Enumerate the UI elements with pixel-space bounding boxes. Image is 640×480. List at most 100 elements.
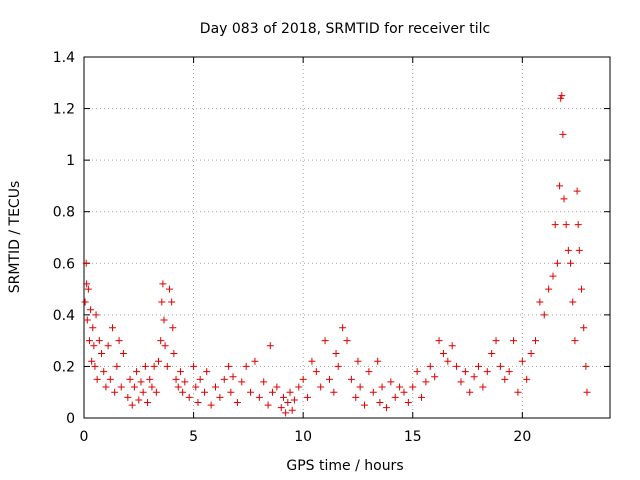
data-point <box>203 368 211 376</box>
data-point <box>527 350 535 358</box>
data-point <box>111 388 119 396</box>
data-point <box>242 362 250 370</box>
y-tick-label: 1.2 <box>53 102 75 118</box>
data-point <box>475 362 482 370</box>
data-point <box>448 342 456 350</box>
data-point <box>264 401 272 409</box>
data-point <box>139 388 147 396</box>
data-point <box>155 357 163 365</box>
data-point <box>238 378 246 386</box>
data-point <box>282 409 290 417</box>
data-point <box>466 388 474 396</box>
data-point <box>564 246 572 254</box>
data-point <box>113 362 121 370</box>
data-point <box>169 324 177 332</box>
data-point <box>273 383 281 391</box>
data-point <box>152 388 160 396</box>
data-point <box>422 378 430 386</box>
data-point <box>396 383 404 391</box>
x-tick-label: 10 <box>294 429 312 445</box>
data-point <box>553 259 561 267</box>
data-point <box>501 375 509 383</box>
data-point <box>404 399 412 407</box>
data-point <box>361 401 369 409</box>
data-point <box>583 388 591 396</box>
data-point <box>378 383 386 391</box>
data-point <box>582 362 590 370</box>
data-point <box>81 298 89 306</box>
y-tick-label: 0.6 <box>53 256 75 272</box>
data-point <box>286 388 294 396</box>
data-point <box>190 362 198 370</box>
data-point <box>88 357 96 365</box>
data-point <box>418 393 426 401</box>
data-point <box>330 388 338 396</box>
plot-area-frame <box>83 56 611 419</box>
data-point <box>220 375 228 383</box>
data-point <box>536 298 544 306</box>
data-point <box>470 373 478 381</box>
data-point <box>567 259 575 267</box>
data-point <box>574 221 582 229</box>
data-point <box>176 368 184 376</box>
data-point <box>196 375 204 383</box>
data-point <box>453 362 461 370</box>
data-point <box>575 246 583 254</box>
data-point <box>312 368 320 376</box>
data-point <box>551 221 559 229</box>
data-point <box>165 285 173 293</box>
data-point <box>279 393 287 401</box>
data-point <box>321 337 329 345</box>
data-point <box>172 375 180 383</box>
data-point <box>179 388 187 396</box>
data-point <box>444 357 452 365</box>
data-point <box>540 311 548 319</box>
data-point <box>163 362 171 370</box>
data-point <box>158 298 166 306</box>
data-point <box>409 383 417 391</box>
data-point <box>376 399 384 407</box>
data-point <box>194 399 202 407</box>
data-point <box>492 337 500 345</box>
data-point <box>369 388 377 396</box>
data-point <box>168 298 176 306</box>
data-point <box>126 375 134 383</box>
y-tick-label: 0.2 <box>53 359 75 375</box>
data-point <box>82 259 90 267</box>
axis-ticks: 0 0.2 0.4 0.6 0.8 1 1.2 1.4 0 5 10 15 20 <box>53 50 610 445</box>
data-point <box>461 368 469 376</box>
data-point <box>514 388 522 396</box>
data-point <box>391 393 399 401</box>
data-point <box>174 383 182 391</box>
data-point <box>144 399 152 407</box>
data-point <box>201 388 209 396</box>
data-point <box>160 316 168 324</box>
data-points <box>81 92 591 417</box>
data-point <box>413 368 421 376</box>
data-point <box>562 221 570 229</box>
data-point <box>161 342 169 350</box>
data-point <box>325 375 333 383</box>
y-tick-label: 1.4 <box>53 50 75 66</box>
grid-lines <box>84 57 610 418</box>
data-point <box>157 337 165 345</box>
data-point <box>277 404 285 412</box>
data-point <box>192 383 200 391</box>
data-point <box>207 401 215 409</box>
data-point <box>558 92 566 100</box>
data-point <box>141 362 149 370</box>
data-point <box>251 357 259 365</box>
y-axis-label: SRMTID / TECUs <box>7 181 23 294</box>
data-point <box>89 324 97 332</box>
data-point <box>304 393 312 401</box>
data-point <box>170 350 178 358</box>
data-point <box>518 357 526 365</box>
data-point <box>146 375 154 383</box>
data-point <box>159 280 167 288</box>
data-point <box>339 324 347 332</box>
data-point <box>83 280 91 288</box>
data-point <box>102 383 110 391</box>
data-point <box>347 375 355 383</box>
data-point <box>227 388 235 396</box>
data-point <box>137 378 145 386</box>
